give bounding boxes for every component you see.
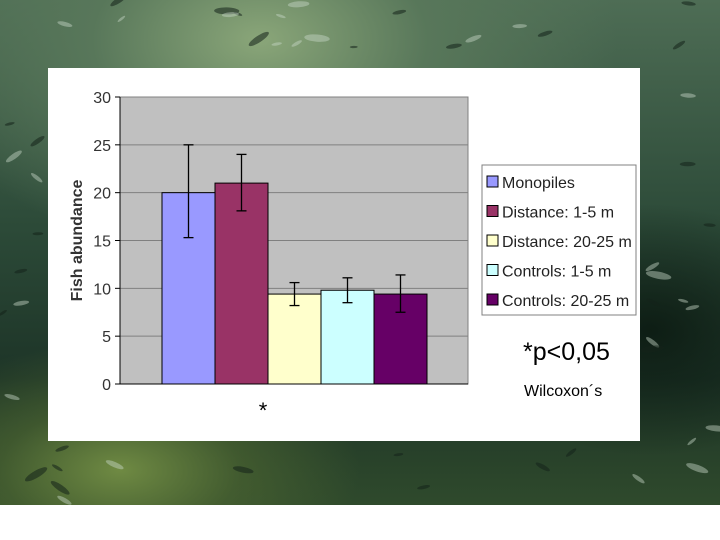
fish-shape [646, 337, 660, 348]
fish-shape [291, 40, 302, 47]
fish-shape [417, 484, 430, 490]
fish-shape [5, 150, 22, 163]
bar [320, 289, 375, 385]
y-tick-label: 20 [93, 186, 111, 203]
fish-shape [645, 262, 660, 272]
fish-shape [565, 448, 577, 457]
fish-shape [30, 173, 43, 183]
fish-shape [214, 7, 240, 15]
legend-entry: Controls: 20-25 m [502, 293, 629, 310]
significance-note: *p<0,05 [523, 338, 610, 366]
fish-shape [393, 453, 404, 457]
test-name-note: Wilcoxon´s [524, 383, 602, 400]
fish-shape [640, 345, 665, 353]
fish-shape [645, 271, 672, 280]
fish-shape [0, 309, 7, 316]
chart-panel: 0 5 10 15 20 25 30 Fish abundance * Monopiles Dist… [48, 68, 640, 441]
fish-shape [678, 298, 689, 303]
y-tick-label: 25 [93, 138, 111, 155]
fish-shape [705, 425, 720, 432]
fish-shape [537, 30, 553, 37]
fish-shape [57, 21, 73, 27]
fish-shape [287, 1, 310, 8]
fish-shape [4, 393, 20, 401]
fish-shape [50, 480, 70, 495]
fish-shape [271, 42, 282, 46]
fish-shape [110, 0, 127, 7]
fish-shape [465, 34, 482, 43]
y-tick-label: 0 [102, 377, 111, 394]
fish-shape [392, 9, 407, 15]
legend-entry: Distance: 1-5 m [502, 205, 614, 222]
fish-shape [221, 12, 239, 18]
fish-shape [248, 31, 269, 47]
fish-shape [680, 93, 696, 98]
legend-entry: Controls: 1-5 m [502, 264, 611, 281]
fish-shape [632, 474, 645, 484]
legend-entry: Monopiles [502, 175, 575, 192]
fish-shape [275, 14, 286, 19]
legend-swatch [486, 264, 499, 276]
fish-shape [32, 232, 44, 236]
bar [214, 182, 269, 385]
fish-shape [57, 495, 72, 505]
y-tick-label: 30 [93, 90, 111, 107]
fish-shape [672, 40, 686, 50]
fish-shape [51, 464, 63, 472]
fish-shape [349, 45, 358, 49]
fish-shape [679, 161, 696, 167]
fish-shape [24, 467, 48, 482]
legend-swatch [486, 293, 499, 306]
fish-shape [681, 1, 696, 6]
significance-marker: * [259, 398, 268, 423]
fish-shape [687, 437, 697, 446]
fish-shape [703, 223, 716, 227]
fish-shape [13, 300, 30, 306]
fish-shape [55, 445, 69, 452]
bar [267, 293, 322, 385]
fish-shape [117, 15, 126, 22]
y-tick-label: 10 [93, 281, 111, 298]
fish-shape [446, 43, 462, 49]
fish-shape [304, 34, 330, 42]
y-tick-label: 5 [102, 329, 111, 346]
y-tick-label: 15 [93, 234, 111, 251]
fish-shape [14, 268, 28, 274]
fish-shape [4, 122, 15, 126]
fish-shape [233, 11, 243, 16]
fish-shape [105, 460, 124, 470]
legend-swatch [486, 234, 499, 247]
fish-shape [30, 136, 45, 147]
fish-shape [512, 24, 527, 29]
fish-shape [685, 305, 700, 311]
legend-entry: Distance: 20-25 m [502, 234, 632, 251]
y-axis-title: Fish abundance [69, 180, 86, 302]
legend-box [481, 164, 637, 316]
bar-chart: 0 5 10 15 20 25 30 Fish abundance * Monopiles Dist… [69, 90, 637, 423]
fish-shape [686, 463, 709, 474]
legend-swatch [486, 205, 499, 217]
fish-shape [646, 298, 661, 307]
fish-school-decoration [0, 0, 720, 505]
fish-shape [535, 462, 550, 472]
fish-shape [232, 466, 254, 474]
legend-swatch [486, 175, 499, 188]
